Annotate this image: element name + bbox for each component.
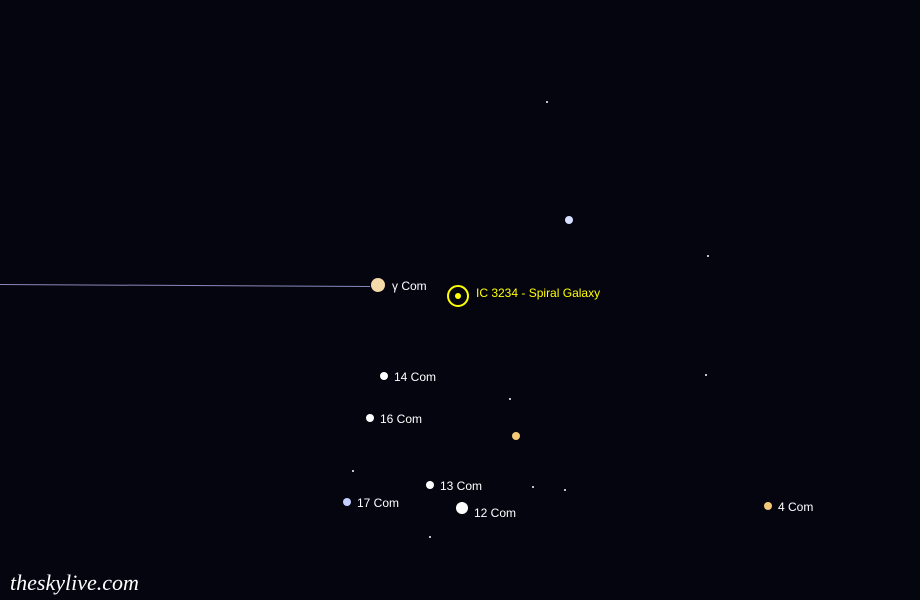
star-17 Com [343, 498, 351, 506]
star-label-4 Com: 4 Com [778, 500, 813, 514]
tiny-star-2 [705, 374, 707, 376]
star-label-17 Com: 17 Com [357, 496, 399, 510]
tiny-star-1 [707, 255, 709, 257]
tiny-star-0 [546, 101, 548, 103]
tiny-star-3 [509, 398, 511, 400]
tiny-star-6 [564, 489, 566, 491]
star-14 Com [380, 372, 388, 380]
star-4 Com [764, 502, 772, 510]
target-label: IC 3234 - Spiral Galaxy [476, 286, 600, 300]
unlabeled-star-0 [565, 216, 573, 224]
tiny-star-4 [352, 470, 354, 472]
star-label-12 Com: 12 Com [474, 506, 516, 520]
watermark: theskylive.com [10, 570, 139, 596]
star-16 Com [366, 414, 374, 422]
star-γ Com [371, 278, 385, 292]
ecliptic-line [0, 284, 370, 287]
star-label-16 Com: 16 Com [380, 412, 422, 426]
tiny-star-5 [532, 486, 534, 488]
star-12 Com [456, 502, 468, 514]
unlabeled-star-1 [512, 432, 520, 440]
target-dot [455, 293, 461, 299]
star-label-14 Com: 14 Com [394, 370, 436, 384]
target-name: IC 3234 [476, 286, 518, 300]
tiny-star-7 [429, 536, 431, 538]
star-13 Com [426, 481, 434, 489]
target-sep: - [521, 286, 528, 300]
star-label-γ Com: γ Com [392, 279, 427, 293]
target-type: Spiral Galaxy [529, 286, 600, 300]
star-label-13 Com: 13 Com [440, 479, 482, 493]
